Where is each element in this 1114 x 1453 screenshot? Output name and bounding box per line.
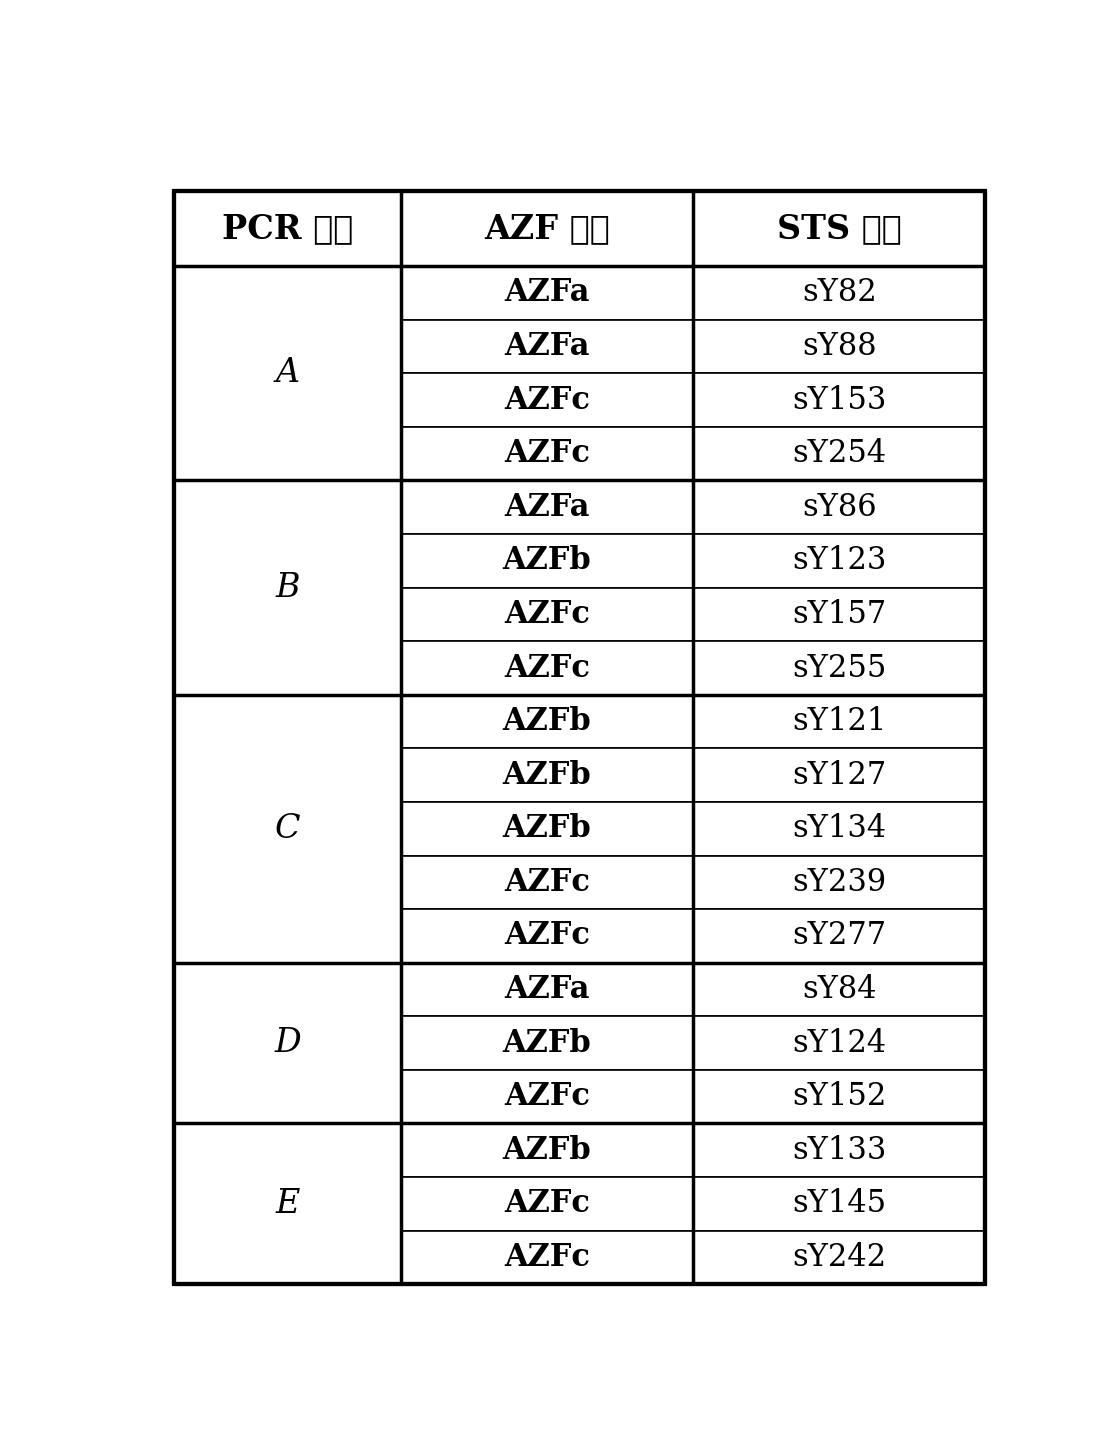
Bar xyxy=(401,373,693,427)
Bar xyxy=(401,695,693,748)
Bar xyxy=(401,641,693,695)
Text: sY157: sY157 xyxy=(792,599,887,631)
Text: PCR 组别: PCR 组别 xyxy=(222,212,353,246)
Text: AZFc: AZFc xyxy=(505,1081,590,1112)
Bar xyxy=(693,373,985,427)
Bar xyxy=(693,427,985,481)
Text: sY88: sY88 xyxy=(802,331,877,362)
Text: AZFc: AZFc xyxy=(505,652,590,683)
Text: AZFb: AZFb xyxy=(502,1027,592,1059)
Text: AZFa: AZFa xyxy=(505,974,589,1005)
Bar xyxy=(401,1177,693,1231)
Text: sY124: sY124 xyxy=(792,1027,887,1059)
Text: sY133: sY133 xyxy=(792,1135,887,1165)
Text: sY254: sY254 xyxy=(792,439,887,469)
Text: sY127: sY127 xyxy=(792,760,887,790)
Text: A: A xyxy=(275,357,300,389)
Text: sY82: sY82 xyxy=(802,278,877,308)
Text: sY134: sY134 xyxy=(792,814,887,844)
Bar xyxy=(693,802,985,856)
Text: C: C xyxy=(275,812,300,844)
Text: AZFb: AZFb xyxy=(502,760,592,790)
Text: sY255: sY255 xyxy=(792,652,887,683)
Text: AZF 区域: AZF 区域 xyxy=(485,212,610,246)
Text: sY239: sY239 xyxy=(792,867,887,898)
Text: sY153: sY153 xyxy=(792,385,887,416)
Text: sY84: sY84 xyxy=(802,974,877,1005)
Bar xyxy=(401,1016,693,1069)
Bar xyxy=(401,587,693,641)
Bar xyxy=(401,856,693,910)
Text: sY277: sY277 xyxy=(792,920,887,952)
Text: AZFc: AZFc xyxy=(505,385,590,416)
Text: D: D xyxy=(274,1027,301,1059)
Bar xyxy=(693,266,985,320)
Text: AZFc: AZFc xyxy=(505,920,590,952)
Text: AZFb: AZFb xyxy=(502,814,592,844)
Text: AZFc: AZFc xyxy=(505,439,590,469)
Text: sY145: sY145 xyxy=(792,1189,887,1219)
Bar xyxy=(693,1123,985,1177)
Bar xyxy=(401,910,693,963)
Bar xyxy=(693,641,985,695)
Text: STS 位点: STS 位点 xyxy=(776,212,901,246)
Bar xyxy=(401,192,693,266)
Bar xyxy=(174,1123,401,1284)
Bar xyxy=(401,1069,693,1123)
Bar xyxy=(401,963,693,1016)
Bar xyxy=(401,748,693,802)
Text: E: E xyxy=(275,1189,300,1221)
Bar xyxy=(174,963,401,1123)
Bar xyxy=(693,587,985,641)
Text: AZFb: AZFb xyxy=(502,545,592,577)
Text: AZFc: AZFc xyxy=(505,599,590,631)
Bar xyxy=(401,1231,693,1284)
Bar xyxy=(693,856,985,910)
Text: sY121: sY121 xyxy=(792,706,887,737)
Text: AZFb: AZFb xyxy=(502,1135,592,1165)
Bar xyxy=(693,1016,985,1069)
Bar xyxy=(693,1231,985,1284)
Text: AZFa: AZFa xyxy=(505,278,589,308)
Bar xyxy=(693,748,985,802)
Text: AZFa: AZFa xyxy=(505,331,589,362)
Bar xyxy=(401,266,693,320)
Bar xyxy=(401,481,693,535)
Bar xyxy=(401,802,693,856)
Bar xyxy=(693,192,985,266)
Bar xyxy=(174,192,401,266)
Bar xyxy=(693,320,985,373)
Text: sY86: sY86 xyxy=(802,491,877,523)
Text: sY242: sY242 xyxy=(792,1242,887,1273)
Bar xyxy=(693,481,985,535)
Bar xyxy=(693,963,985,1016)
Bar xyxy=(693,1069,985,1123)
Text: AZFc: AZFc xyxy=(505,1189,590,1219)
Text: sY152: sY152 xyxy=(792,1081,887,1112)
Text: AZFa: AZFa xyxy=(505,491,589,523)
Bar xyxy=(693,1177,985,1231)
Text: AZFc: AZFc xyxy=(505,867,590,898)
Bar xyxy=(174,266,401,481)
Bar xyxy=(174,481,401,695)
Bar xyxy=(401,535,693,587)
Bar xyxy=(401,320,693,373)
Text: B: B xyxy=(275,571,300,603)
Bar xyxy=(401,1123,693,1177)
Text: AZFb: AZFb xyxy=(502,706,592,737)
Bar xyxy=(693,695,985,748)
Bar xyxy=(693,910,985,963)
Bar xyxy=(401,427,693,481)
Text: sY123: sY123 xyxy=(792,545,887,577)
Text: AZFc: AZFc xyxy=(505,1242,590,1273)
Bar xyxy=(174,695,401,963)
Bar xyxy=(693,535,985,587)
